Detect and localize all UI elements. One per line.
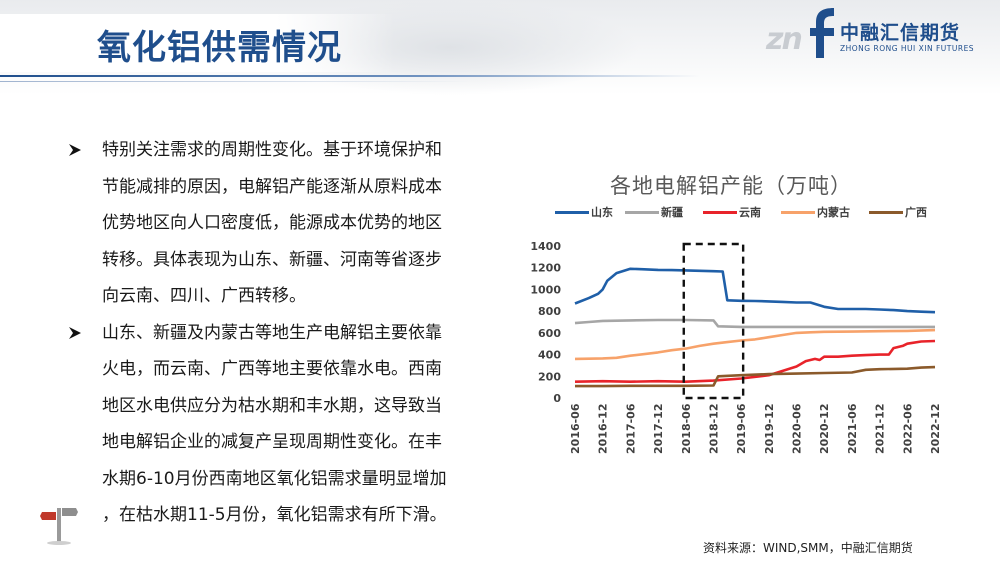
x-tick-label: 2021-06 (846, 403, 859, 454)
x-tick-label: 2022-06 (901, 403, 914, 454)
x-tick-label: 2018-06 (680, 403, 693, 454)
x-tick-label: 2020-12 (818, 404, 831, 455)
y-tick-label: 200 (538, 370, 561, 383)
y-tick-label: 400 (538, 349, 561, 362)
bullet-text-line: 地电解铝企业的减复产呈现周期性变化。在丰 (102, 432, 442, 452)
logo-mark-text: zn (766, 22, 803, 57)
y-tick-label: 0 (553, 392, 561, 405)
bullet-text-line: 优势地区向人口密度低，能源成本优势的地区 (102, 213, 442, 233)
chart-title: 各地电解铝产能（万吨） (610, 174, 852, 198)
bullet-text-line: 特别关注需求的周期性变化。基于环境保护和 (102, 140, 442, 160)
bullet-text-line: 火电，而云南、广西等地主要依靠水电。西南 (102, 359, 442, 379)
x-tick-label: 2019-06 (735, 403, 748, 454)
bullet-text-line: ，在枯水期11-5月份，氧化铝需求有所下滑。 (102, 505, 447, 525)
signpost-icon (40, 508, 78, 545)
x-tick-label: 2022-12 (929, 404, 940, 455)
y-tick-label: 1200 (530, 262, 561, 275)
x-tick-label: 2016-06 (569, 403, 582, 454)
series-line (574, 267, 936, 314)
company-logo: zn 中融汇信期货 ZHONG RONG HUI XIN FUTURES (766, 8, 991, 68)
page-title: 氧化铝供需情况 (97, 28, 342, 68)
bullet-item: 特别关注需求的周期性变化。基于环境保护和 节能减排的原因，电解铝产能逐渐从原料成… (68, 132, 496, 315)
bullet-text-line: 节能减排的原因，电解铝产能逐渐从原料成本 (102, 176, 442, 197)
bullet-text-line: 向云南、四川、广西转移。 (102, 286, 306, 306)
x-tick-label: 2017-06 (624, 403, 637, 454)
legend-label: 新疆 (661, 206, 683, 219)
x-tick-label: 2021-12 (874, 404, 887, 455)
bullet-text-line: 地区水电供应分为枯水期和丰水期，这导致当 (102, 395, 442, 416)
bullet-text-line: 山东、新疆及内蒙古等地生产电解铝主要依靠 (102, 322, 442, 343)
chart-legend: 山东 新疆 云南 内蒙古 广西 (555, 204, 945, 222)
series-line (574, 328, 936, 361)
y-tick-label: 1400 (530, 240, 561, 253)
source-note: 资料来源：WIND,SMM，中融汇信期货 (703, 541, 913, 555)
x-tick-label: 2016-12 (597, 404, 610, 455)
bullet-text-line: 水期6-10月份西南地区氧化铝需求量明显增加 (102, 468, 447, 489)
logo-f-icon (810, 8, 834, 58)
logo-company-name: 中融汇信期货 (840, 22, 961, 44)
legend-swatch (555, 211, 589, 214)
legend-swatch (625, 211, 659, 214)
legend-label: 内蒙古 (817, 206, 850, 219)
y-tick-label: 1000 (530, 283, 561, 296)
title-bar (0, 14, 395, 72)
legend-label: 云南 (739, 206, 761, 219)
y-tick-label: 800 (538, 305, 561, 318)
arrow-bullet-icon (69, 326, 81, 339)
title-underline-thin (0, 81, 470, 82)
series-line (575, 365, 936, 388)
series-line (574, 318, 935, 329)
legend-label: 广西 (905, 206, 927, 219)
y-tick-label: 600 (538, 327, 561, 340)
bullet-item: 山东、新疆及内蒙古等地生产电解铝主要依靠 火电，而云南、广西等地主要依靠水电。西… (68, 315, 496, 534)
series-line (574, 339, 936, 383)
highlight-box (682, 242, 745, 400)
legend-label: 山东 (591, 206, 613, 219)
legend-swatch (703, 211, 737, 214)
x-tick-label: 2017-12 (652, 404, 665, 455)
x-tick-label: 2020-06 (791, 403, 804, 454)
bullet-list: 特别关注需求的周期性变化。基于环境保护和 节能减排的原因，电解铝产能逐渐从原料成… (68, 132, 496, 534)
title-underline (0, 75, 700, 77)
x-tick-label: 2018-12 (707, 404, 720, 455)
logo-company-name-en: ZHONG RONG HUI XIN FUTURES (840, 44, 975, 53)
x-tick-label: 2019-12 (763, 404, 776, 455)
capacity-line-chart: 0 200 400 600 800 1000 1200 1400 2016-06 2016-12 2… (530, 240, 940, 455)
arrow-bullet-icon (69, 144, 81, 156)
bullet-text-line: 转移。具体表现为山东、新疆、河南等省逐步 (102, 249, 442, 270)
legend-swatch (781, 211, 815, 214)
legend-swatch (869, 211, 903, 214)
